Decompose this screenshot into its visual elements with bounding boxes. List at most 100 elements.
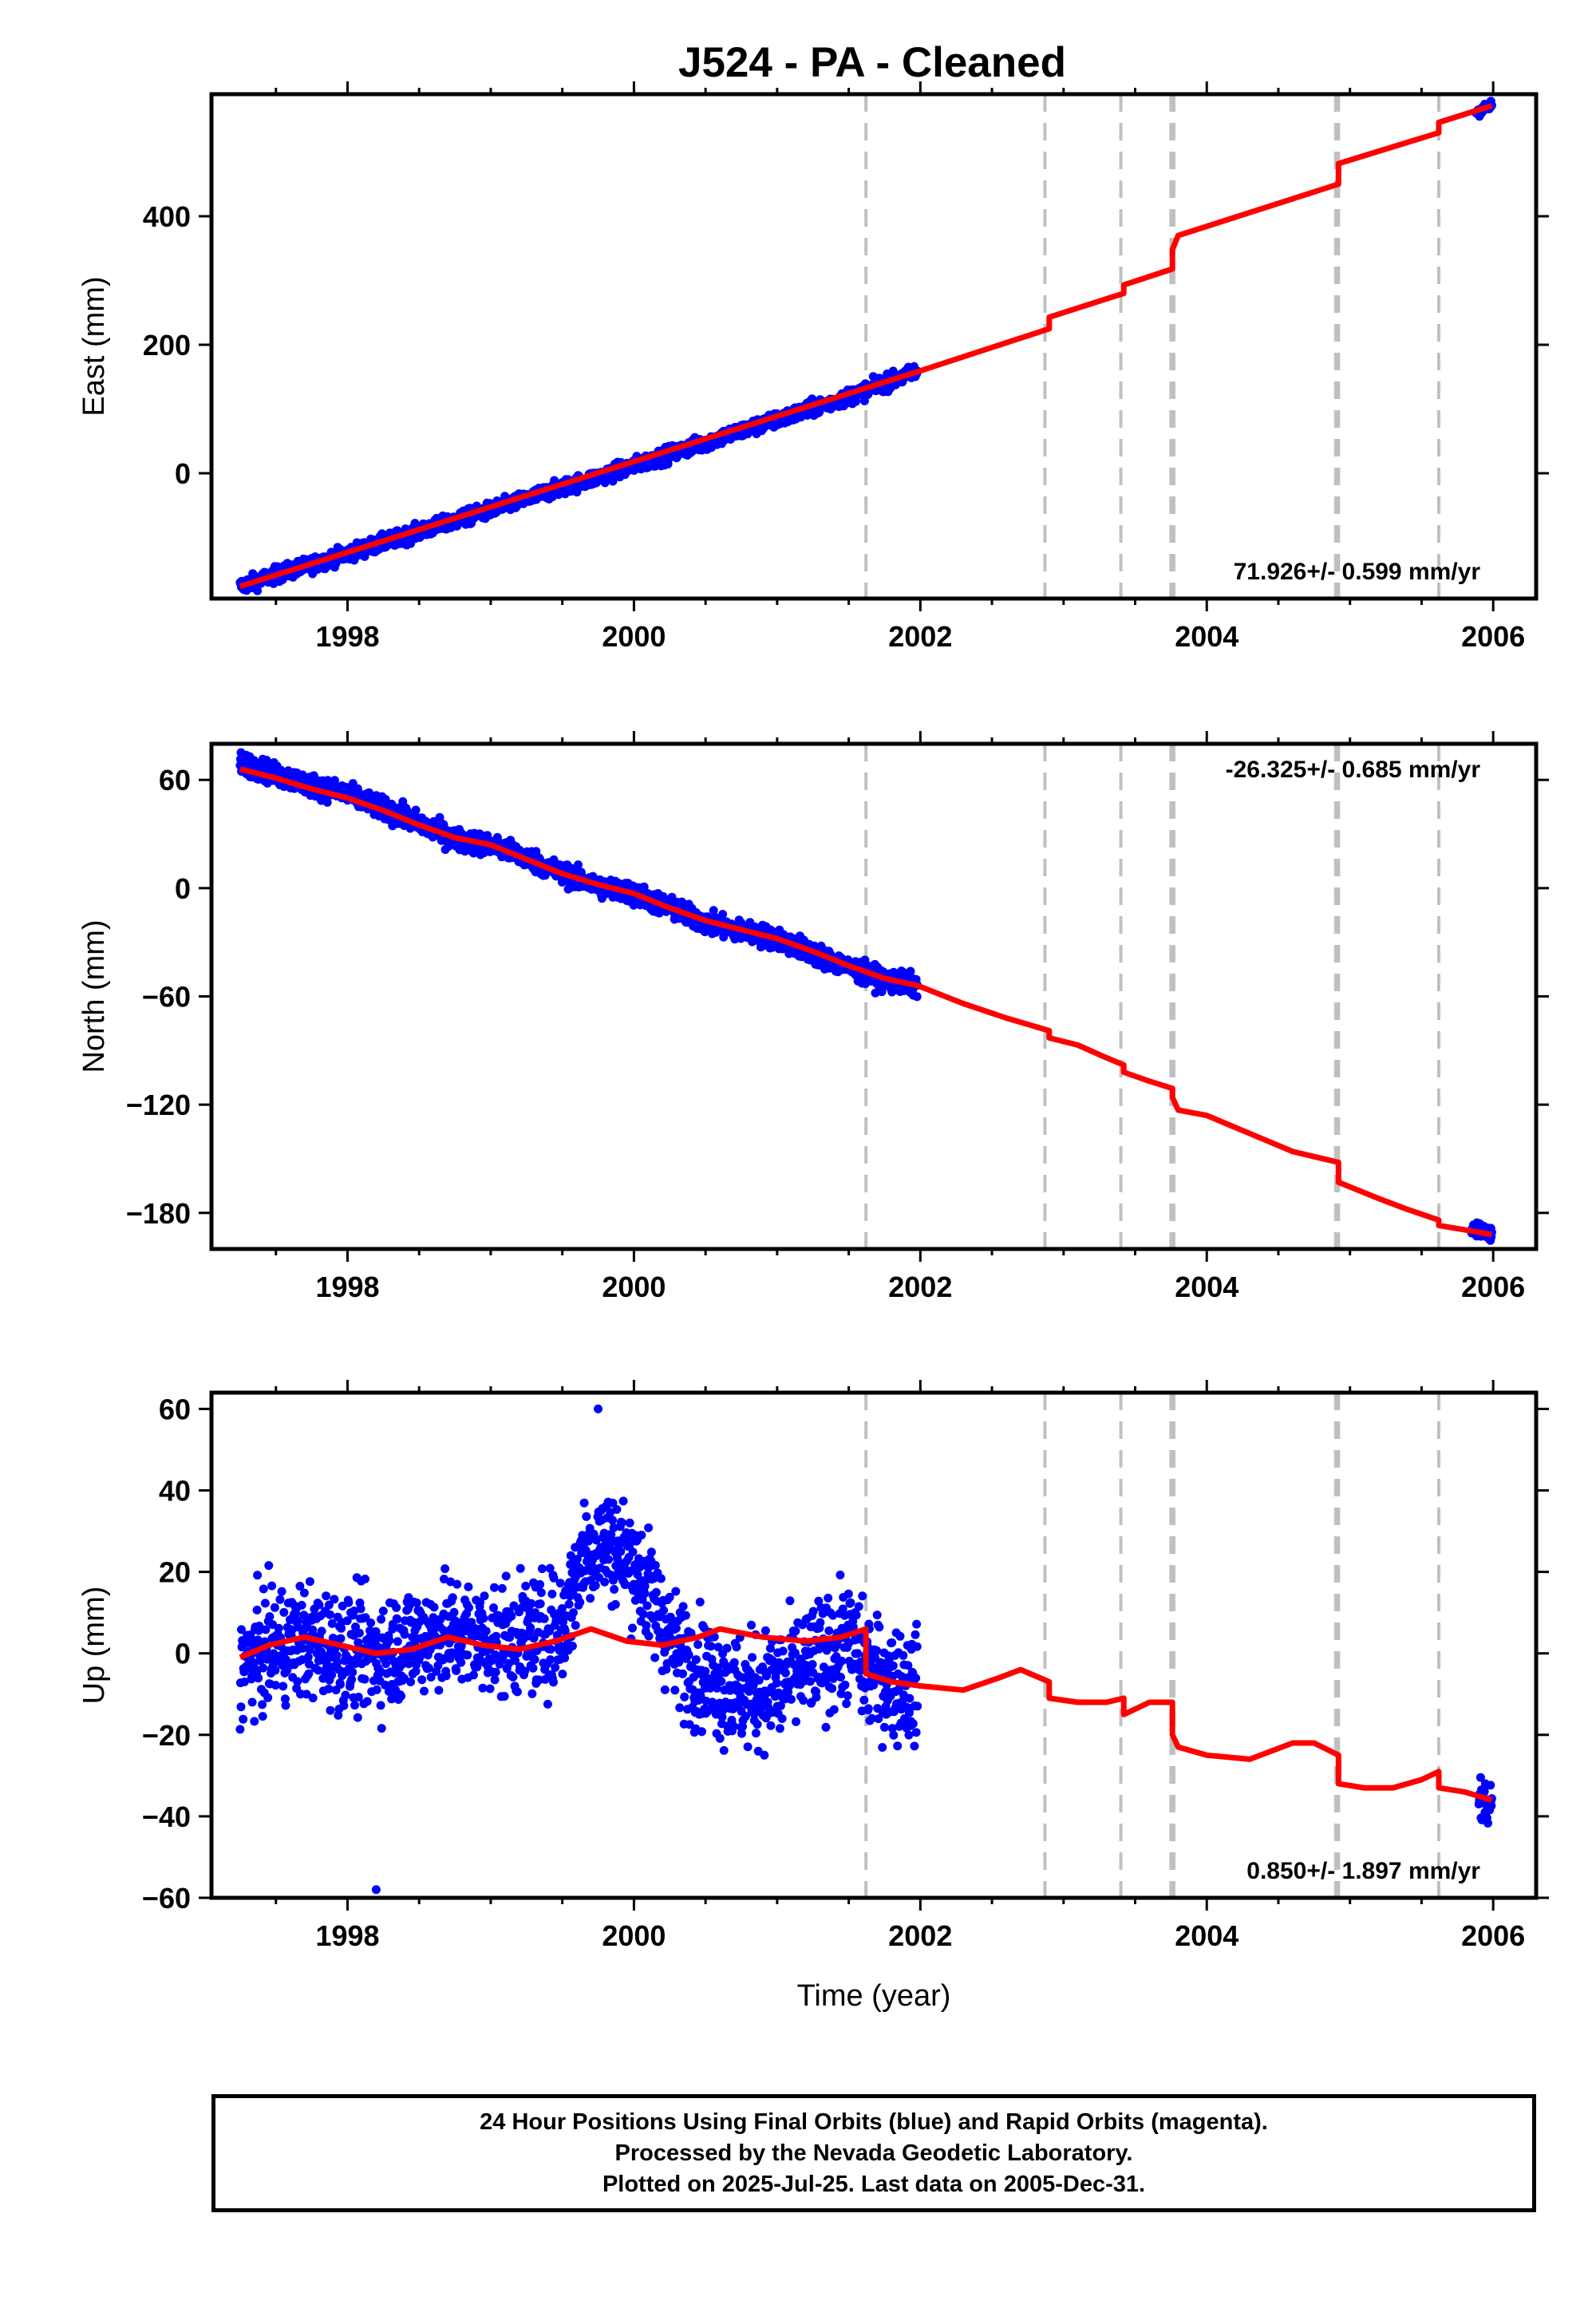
data-point [751, 1729, 760, 1738]
data-point [511, 1656, 520, 1666]
data-point [512, 1687, 522, 1697]
data-point [889, 1730, 899, 1740]
data-point [507, 1611, 516, 1621]
data-point [361, 1575, 369, 1583]
data-point [853, 1649, 863, 1658]
data-point [591, 1581, 600, 1591]
data-point [250, 1717, 259, 1726]
data-point [406, 1678, 416, 1686]
data-point [640, 1581, 650, 1591]
data-point [843, 1691, 852, 1701]
data-point [336, 1680, 345, 1690]
data-point [717, 1712, 727, 1721]
y-tick-label: 60 [159, 764, 191, 796]
data-point [441, 1671, 451, 1681]
data-point [490, 1675, 500, 1685]
data-point [545, 1626, 555, 1636]
data-point [339, 1701, 349, 1710]
data-point [642, 1621, 651, 1630]
data-point [448, 1593, 457, 1603]
data-point [264, 1561, 274, 1571]
data-point [616, 1547, 626, 1556]
data-point [656, 1574, 666, 1583]
data-point [259, 1663, 268, 1673]
data-point [314, 1600, 324, 1610]
data-point [371, 1626, 381, 1636]
data-point [271, 1681, 280, 1690]
data-point [303, 1652, 313, 1662]
y-tick-label: 200 [143, 329, 191, 362]
data-point [722, 1643, 732, 1653]
x-tick-label: 1998 [315, 620, 379, 653]
data-point [748, 1653, 757, 1662]
data-point [265, 1612, 275, 1622]
data-point [397, 1691, 406, 1701]
data-point [295, 1582, 305, 1591]
data-point [322, 797, 332, 807]
data-point [912, 992, 922, 1002]
data-point [824, 1593, 833, 1603]
data-point [527, 1599, 536, 1608]
data-point [910, 1741, 919, 1751]
data-point [271, 1666, 280, 1675]
model-line-north [239, 766, 1493, 1238]
data-point [354, 1638, 363, 1647]
data-point [480, 1591, 489, 1601]
y-tick-label: −120 [126, 1089, 191, 1121]
data-point [651, 1587, 661, 1597]
data-point [468, 1670, 478, 1680]
data-point [606, 1530, 616, 1539]
data-point [549, 1573, 559, 1583]
data-point [899, 1650, 908, 1660]
data-point [260, 1599, 270, 1608]
data-point [745, 1686, 754, 1696]
data-point [385, 1635, 394, 1645]
data-point [372, 1685, 381, 1694]
data-point [848, 1622, 858, 1632]
data-point [254, 1674, 263, 1683]
data-point [575, 1598, 585, 1607]
x-tick-label: 2004 [1175, 1919, 1238, 1952]
data-point [612, 1504, 622, 1514]
data-point [298, 1643, 307, 1653]
data-point [281, 1701, 290, 1710]
data-point [858, 1591, 867, 1601]
data-point [279, 1682, 288, 1691]
data-point [277, 1587, 286, 1596]
data-point [571, 1621, 580, 1630]
data-point [772, 1678, 781, 1688]
data-point [322, 1591, 331, 1601]
data-point [333, 1658, 342, 1667]
data-point [747, 1620, 756, 1630]
data-point [324, 1684, 334, 1694]
x-tick-label: 1998 [315, 1271, 379, 1303]
data-point [497, 1583, 507, 1593]
data-point [492, 1631, 501, 1641]
data-point [376, 1701, 385, 1710]
data-point [560, 1626, 570, 1635]
data-points-up [235, 1404, 1496, 1895]
rate-annotation: -26.325+/- 0.685 mm/yr [1226, 757, 1481, 783]
data-point [348, 1667, 358, 1677]
data-point [463, 1650, 472, 1660]
data-point [308, 1625, 318, 1634]
data-point [485, 1684, 495, 1694]
data-point [591, 1535, 601, 1545]
data-point [259, 1584, 268, 1594]
data-point [546, 1645, 555, 1654]
data-point [762, 1671, 771, 1681]
data-point [434, 1686, 444, 1695]
data-point [678, 1602, 688, 1611]
data-point [691, 1655, 701, 1664]
x-tick-label: 2002 [888, 1271, 952, 1303]
data-point [760, 1750, 769, 1760]
data-point [903, 1661, 913, 1670]
data-point [760, 1626, 770, 1635]
data-point [574, 860, 583, 870]
data-point [263, 1693, 273, 1702]
x-tick-label: 2002 [888, 1919, 952, 1952]
data-point [481, 1626, 491, 1636]
data-point [837, 1656, 847, 1666]
x-tick-label: 2006 [1461, 1271, 1525, 1303]
